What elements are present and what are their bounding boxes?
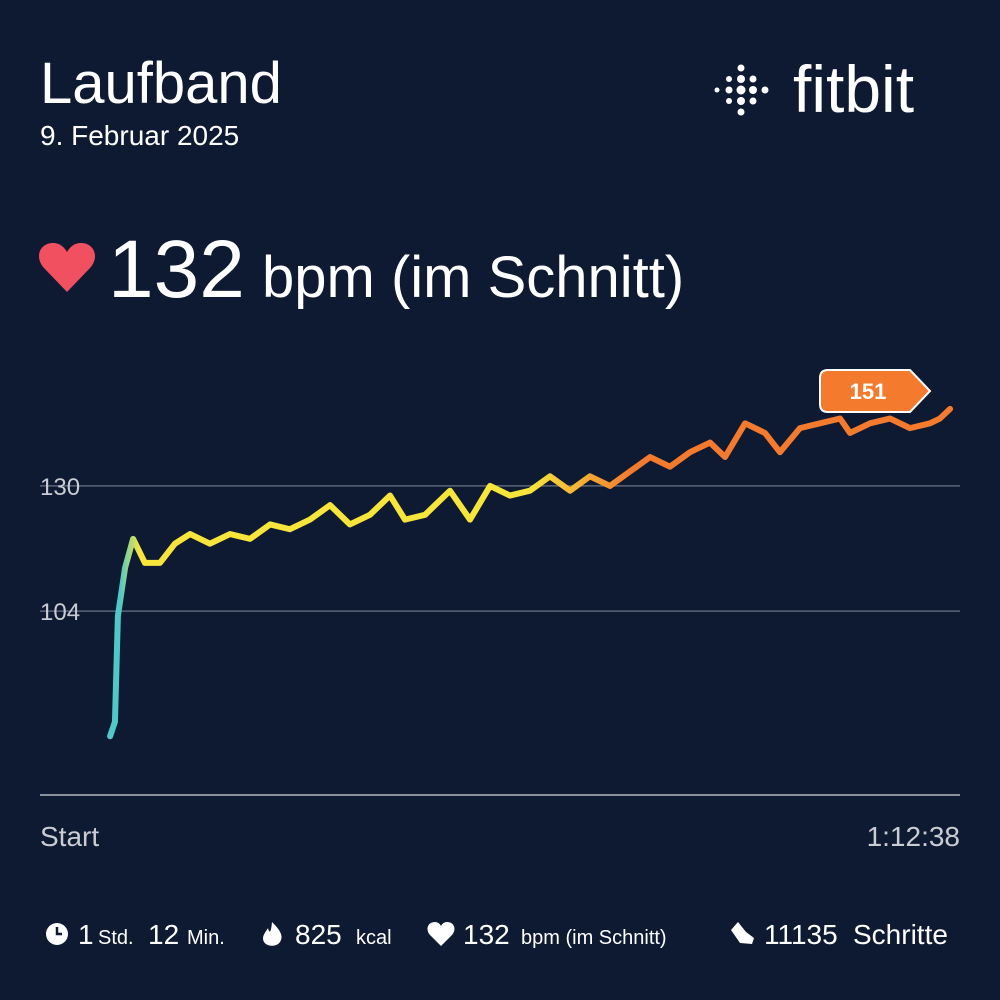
max-label: 151 <box>850 379 887 404</box>
stats: 1 Std. 12 Min. 825 kcal 132 bpm (im Schn… <box>46 919 948 950</box>
average-value: 132 <box>108 224 245 315</box>
title: Laufband <box>40 51 282 116</box>
max-callout: 151 <box>819 369 932 413</box>
x-tick-label: Start <box>40 821 99 852</box>
stat-unit: Min. <box>187 927 225 949</box>
heart-rate-line <box>107 405 954 740</box>
clock-hands <box>55 927 62 936</box>
x-tick-label: 1:12:38 <box>867 821 960 852</box>
stat-value: 132 <box>463 919 510 950</box>
stat-value: 825 <box>295 919 342 950</box>
brand: fitbit <box>793 52 914 126</box>
heart-icon <box>38 243 96 292</box>
heart-small-icon <box>427 922 455 946</box>
stat-value: 1 <box>78 919 94 950</box>
y-tick-label: 104 <box>40 599 80 626</box>
date: 9. Februar 2025 <box>40 120 239 151</box>
average-unit: bpm (im Schnitt) <box>262 245 684 310</box>
stat-unit: Schritte <box>853 919 948 950</box>
stat-unit: bpm (im Schnitt) <box>521 927 667 949</box>
stat-value: 12 <box>148 919 179 950</box>
flame-icon <box>263 922 282 946</box>
stat-unit: Std. <box>98 927 134 949</box>
shoe-icon <box>731 922 754 944</box>
callout-shape <box>819 369 932 413</box>
brand-logo <box>714 64 769 116</box>
y-tick-label: 130 <box>40 474 80 501</box>
stat-value: 11135 <box>764 919 838 950</box>
stat-unit: kcal <box>356 927 392 949</box>
